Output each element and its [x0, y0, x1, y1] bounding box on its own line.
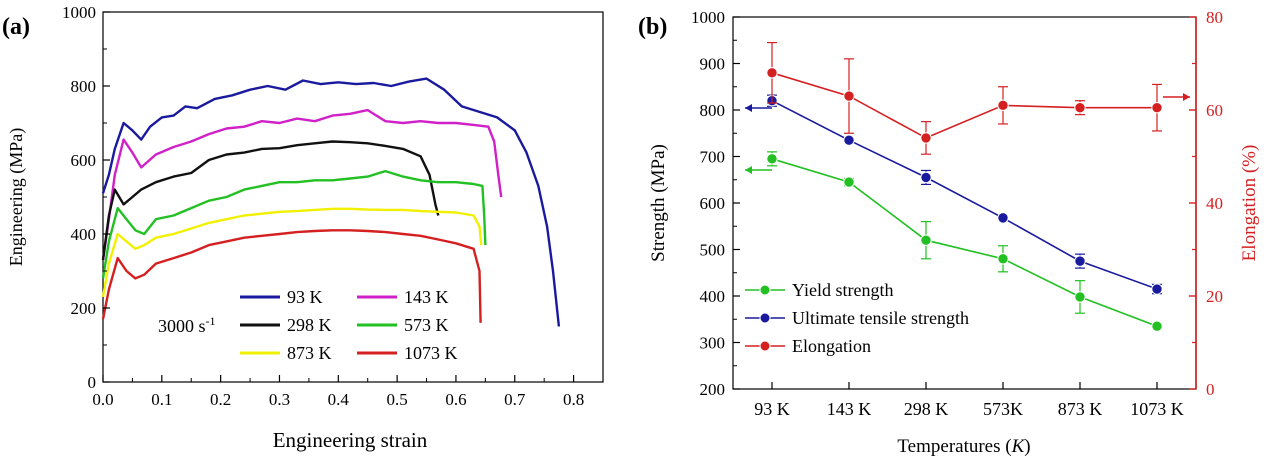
category-label-298-k: 298 K	[904, 399, 949, 419]
legend-b-label-yield-strength: Yield strength	[792, 280, 894, 300]
panel-a-ytick-label: 200	[71, 299, 97, 318]
panel-b-y2label: Elongation (%)	[1239, 145, 1260, 262]
legend-a-label-1073-k: 1073 K	[404, 343, 458, 363]
series-yield-strength	[766, 151, 1163, 332]
legend-b-label-ultimate-tensile-strength: Ultimate tensile strength	[792, 308, 969, 328]
panel-a-xtick-label: 0.0	[92, 390, 113, 409]
panel-a-xtick-label: 0.3	[269, 390, 290, 409]
point-yield-strength	[1074, 291, 1086, 303]
point-yield-strength	[1151, 320, 1163, 332]
legend-b-label-elongation: Elongation	[792, 336, 871, 356]
series-elongation	[766, 41, 1163, 155]
strain-rate-annotation: 3000 s-1	[158, 314, 216, 336]
series-line-yield-strength	[771, 158, 1158, 327]
panel-b-y2tick-label: 80	[1206, 8, 1223, 27]
panel-a-ytick-label: 600	[71, 151, 97, 170]
point-yield-strength	[920, 234, 932, 246]
panel-b-ytick-label: 1000	[691, 8, 725, 27]
panel-a-ytick-label: 800	[71, 77, 97, 96]
panel-a-xtick-label: 0.4	[328, 390, 350, 409]
panel-a-xtick-label: 0.6	[445, 390, 466, 409]
category-label-143-k: 143 K	[827, 399, 872, 419]
panel-a-ytick-label: 0	[88, 373, 97, 392]
category-label-573k: 573K	[983, 399, 1023, 419]
curve-873-k	[101, 207, 483, 298]
point-yield-strength	[997, 253, 1009, 265]
point-ultimate-tensile-strength	[997, 212, 1009, 224]
panel-b-ytick-label: 900	[700, 55, 726, 74]
panel-a-curves	[101, 77, 561, 327]
panel-b-ytick-label: 800	[700, 101, 726, 120]
panel-b-y2tick-label: 20	[1206, 287, 1223, 306]
uts-arrowhead-icon	[745, 104, 752, 112]
panel-a-xtick-label: 0.8	[563, 390, 584, 409]
panel-b-ticks: 93 K 143 K 298 K 573K 873 K 1073 K20030040050…	[691, 8, 1223, 419]
point-elongation	[843, 90, 855, 102]
point-yield-strength	[766, 153, 778, 165]
panel-b-label: (b)	[638, 14, 667, 40]
panel-a-ytick-label: 400	[71, 225, 97, 244]
panel-b-axis-arrows	[745, 93, 1190, 174]
panel-b-series	[766, 41, 1163, 332]
point-ultimate-tensile-strength	[1074, 255, 1086, 267]
panel-a-xtick-label: 0.1	[151, 390, 172, 409]
panel-b-legend: Yield strength Ultimate tensile strength E…	[745, 280, 969, 356]
panel-b-xlabel: Temperatures (K)	[897, 436, 1030, 457]
legend-a-label-93-k: 93 K	[287, 287, 323, 307]
panel-b-ytick-label: 600	[700, 194, 726, 213]
series-line-elongation	[771, 72, 1157, 139]
legend-b-marker-ultimate-tensile-strength	[759, 312, 771, 324]
curve-143-k	[101, 108, 503, 261]
legend-b-marker-yield-strength	[759, 284, 771, 296]
category-label-1073-k: 1073 K	[1130, 399, 1184, 419]
panel-b-ytick-label: 500	[700, 241, 726, 260]
point-elongation	[997, 99, 1009, 112]
panel-b-ytick-label: 200	[700, 380, 726, 399]
curve-1073-k	[101, 229, 482, 323]
panel-a: (a) Engineering strain Engineering (MPa)…	[2, 3, 604, 452]
point-elongation	[766, 67, 778, 79]
panel-b-ytick-label: 400	[700, 287, 726, 306]
point-elongation	[920, 132, 932, 144]
legend-a-label-573-k: 573 K	[404, 315, 449, 335]
panel-b-ytick-label: 300	[700, 334, 726, 353]
point-ultimate-tensile-strength	[843, 134, 855, 146]
panel-b: (b) Temperatures (K) Strength (MPa) Elon…	[638, 8, 1260, 457]
panel-a-legend: 93 K 298 K 873 K 143 K 573 K 1073 K	[240, 287, 458, 363]
category-label-93-k: 93 K	[754, 399, 790, 419]
legend-a-label-873-k: 873 K	[287, 343, 332, 363]
series-ultimate-tensile-strength	[766, 94, 1163, 295]
panel-a-ylabel: Engineering (MPa)	[6, 128, 27, 266]
panel-a-label: (a)	[2, 14, 30, 40]
point-ultimate-tensile-strength	[1151, 283, 1163, 295]
elongation-arrowhead-icon	[1183, 93, 1190, 101]
legend-b-marker-elongation	[759, 340, 771, 352]
curve-93-k	[101, 77, 561, 327]
point-yield-strength	[843, 176, 855, 188]
panel-b-y2tick-label: 40	[1206, 194, 1223, 213]
legend-a-label-143-k: 143 K	[404, 287, 449, 307]
panel-a-xtick-label: 0.2	[210, 390, 231, 409]
point-elongation	[1074, 101, 1086, 114]
panel-a-xlabel: Engineering strain	[273, 428, 428, 452]
panel-a-ticks: 0.0 0.1 0.2 0.3 0.4 0.5 0.6 0.7 0.8 0 200 400 600 800…	[62, 3, 584, 409]
panel-b-frame	[732, 16, 1197, 390]
point-elongation	[1151, 101, 1163, 114]
panel-b-y2tick-label: 0	[1206, 380, 1215, 399]
curve-298-k	[101, 140, 440, 261]
category-label-873-k: 873 K	[1058, 399, 1103, 419]
curve-573-k	[101, 169, 487, 279]
panel-a-ytick-label: 1000	[62, 3, 96, 22]
panel-a-xtick-label: 0.7	[504, 390, 526, 409]
panel-b-y2tick-label: 60	[1206, 101, 1223, 120]
panel-a-xtick-label: 0.5	[386, 390, 407, 409]
point-ultimate-tensile-strength	[920, 171, 932, 184]
panel-b-ylabel: Strength (MPa)	[648, 144, 669, 262]
series-line-ultimate-tensile-strength	[771, 99, 1158, 290]
legend-a-label-298-k: 298 K	[287, 315, 332, 335]
panel-b-ytick-label: 700	[700, 148, 726, 167]
yield-arrowhead-icon	[745, 166, 752, 174]
